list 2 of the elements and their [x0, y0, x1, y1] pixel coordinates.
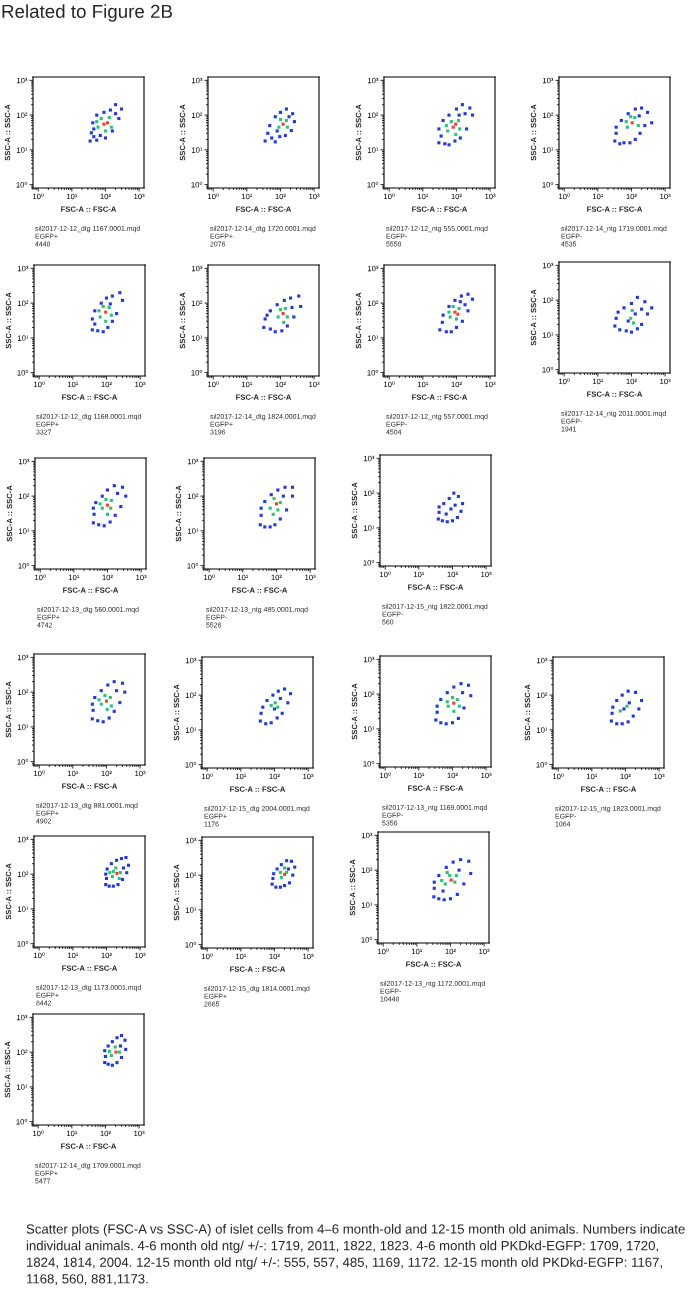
text: Related to Figure 2B: [2, 4, 172, 22]
text: Scatter plots (FSC-A vs SSC-A) of islet cells from 4–6 month-old and 12-15 month old animals. Numbers indicate individual animals. 4-6 month old ntg/ +/-: 1719, 2011, 1822, 1823. 4-6 month old PKDkd-EGFP: 1709, 1720, 1824, 1814, 2004. 12-15 month old ntg/ +/-: 555, 557, 485, 1169, 1172. 12-15 month old PKDkd-EGFP: 1167, 1168, 560, 881,1173.: [26, 1224, 685, 1286]
